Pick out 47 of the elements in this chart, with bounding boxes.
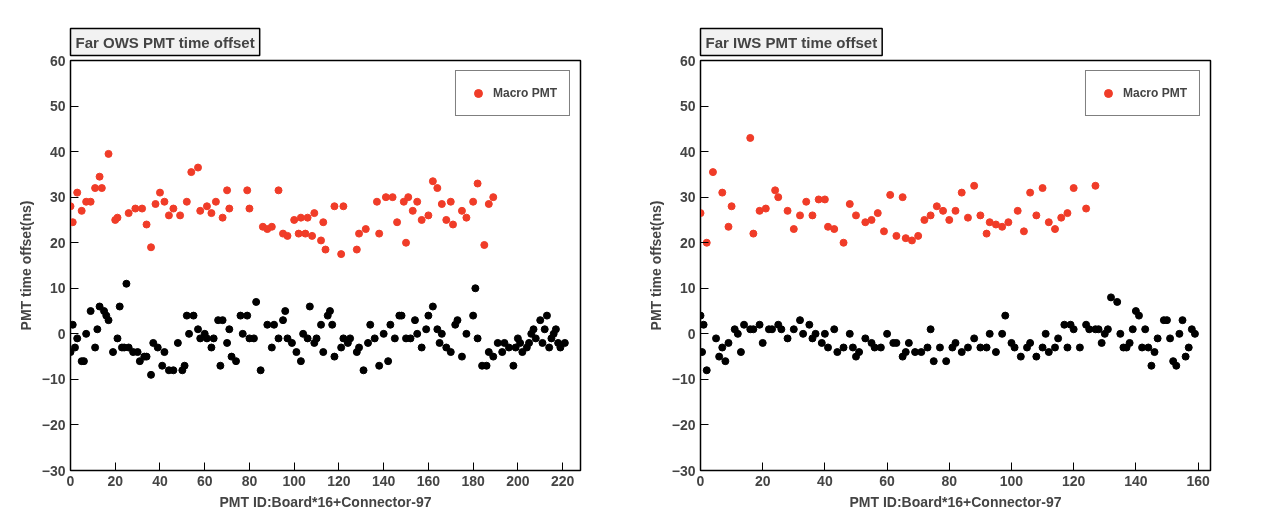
x-tick-label: 40: [817, 472, 833, 489]
legend-label: Macro PMT: [492, 86, 557, 100]
x-tick-label: 200: [506, 472, 530, 489]
chart-title: Far OWS PMT time offset: [75, 33, 255, 51]
x-tick-label: 60: [879, 472, 896, 489]
x-tick-label: 20: [107, 472, 124, 489]
y-axis-title: PMT time offset(ns): [647, 200, 664, 331]
x-tick-label: 80: [941, 472, 958, 489]
x-tick-label: 140: [371, 472, 396, 489]
x-tick-label: 220: [550, 472, 575, 489]
y-tick-label: 0: [57, 325, 66, 342]
y-tick-label: −10: [671, 371, 696, 388]
y-tick-label: 50: [49, 98, 66, 115]
y-tick-label: −20: [41, 416, 66, 433]
x-tick-label: 100: [282, 472, 307, 489]
x-tick-label: 180: [461, 472, 486, 489]
y-tick-label: 20: [679, 234, 696, 251]
y-tick-label: 0: [687, 325, 696, 342]
x-tick-label: 60: [196, 472, 213, 489]
y-axis-title: PMT time offset(ns): [17, 200, 34, 331]
x-tick-label: 100: [999, 472, 1024, 489]
y-tick-label: −30: [41, 462, 66, 479]
y-tick-label: 60: [679, 52, 696, 69]
y-tick-label: 50: [679, 98, 696, 115]
x-tick-label: 80: [241, 472, 258, 489]
x-tick-label: 20: [754, 472, 771, 489]
x-tick-label: 120: [327, 472, 351, 489]
x-tick-label: 40: [152, 472, 168, 489]
y-tick-label: 30: [679, 189, 696, 206]
x-tick-label: 140: [1124, 472, 1148, 489]
y-tick-label: 30: [49, 189, 66, 206]
y-tick-label: 40: [49, 143, 66, 160]
x-tick-label: 120: [1061, 472, 1086, 489]
legend-label: Macro PMT: [1122, 86, 1187, 100]
y-tick-label: −30: [671, 462, 696, 479]
x-tick-label: 160: [1186, 472, 1210, 489]
y-tick-label: −10: [41, 371, 66, 388]
x-tick-label: 160: [416, 472, 441, 489]
x-axis-title: PMT ID:Board*16+Connector-97: [849, 493, 1062, 510]
y-tick-label: 20: [49, 234, 66, 251]
y-tick-label: 40: [679, 143, 696, 160]
x-axis-title: PMT ID:Board*16+Connector-97: [219, 493, 432, 510]
chart-title: Far IWS PMT time offset: [705, 33, 878, 51]
y-tick-label: 60: [49, 52, 66, 69]
y-tick-label: 10: [679, 280, 696, 297]
y-tick-label: −20: [671, 416, 696, 433]
y-tick-label: 10: [49, 280, 66, 297]
